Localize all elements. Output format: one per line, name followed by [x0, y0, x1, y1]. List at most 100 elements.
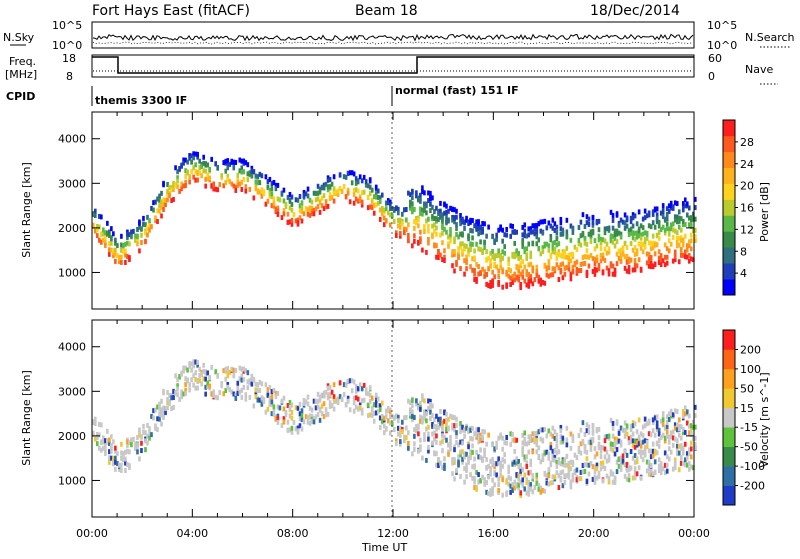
power-cell [427, 236, 430, 242]
velocity-cell [587, 439, 591, 445]
velocity-colorbar-frame [722, 329, 736, 506]
power-cell [204, 176, 207, 182]
power-cell [254, 173, 258, 179]
velocity-cell [298, 402, 302, 408]
power-cell [493, 274, 496, 280]
power-cell [473, 277, 476, 283]
velocity-cell [324, 389, 328, 395]
velocity-cell [429, 398, 432, 404]
velocity-colorbar-tick-label: -200 [740, 480, 765, 493]
velocity-cell [601, 460, 605, 466]
velocity-cell [332, 406, 336, 412]
power-cell [525, 255, 529, 261]
velocity-cell [417, 431, 420, 437]
power-cell [162, 207, 165, 213]
power-cell [399, 217, 402, 223]
power-cell [431, 232, 434, 238]
power-cell [591, 222, 595, 228]
power-cell [479, 270, 482, 276]
velocity-cell [198, 373, 201, 379]
power-ytick-label: 2000 [58, 222, 86, 235]
velocity-cell [669, 449, 673, 455]
power-cell [647, 240, 651, 246]
power-cell [455, 259, 458, 265]
velocity-cell [469, 427, 472, 433]
power-cell [531, 241, 535, 247]
velocity-cell [667, 411, 671, 417]
power-cell [643, 208, 647, 214]
power-cell [180, 163, 183, 169]
power-cell [633, 236, 637, 242]
velocity-cell [445, 426, 448, 432]
velocity-cell [655, 450, 659, 456]
velocity-cell [106, 428, 109, 434]
velocity-cell [551, 474, 555, 480]
power-cell [435, 225, 438, 231]
power-cell [268, 176, 272, 182]
power-cell [202, 168, 205, 174]
velocity-cell [539, 436, 543, 442]
power-cell [575, 247, 579, 253]
power-cell [643, 239, 647, 245]
power-cell [350, 180, 354, 186]
velocity-cell [521, 467, 525, 473]
velocity-cell [272, 411, 276, 417]
power-cell [130, 234, 133, 240]
velocity-cell [250, 381, 254, 387]
power-cell [334, 189, 338, 195]
power-cell [493, 238, 496, 244]
velocity-colorbar-swatch [723, 407, 735, 428]
velocity-cell [513, 479, 517, 485]
velocity-cell [447, 416, 450, 422]
x-axis-label: Time UT [361, 541, 407, 554]
power-cell [96, 223, 99, 229]
power-cell [427, 228, 430, 234]
velocity-cell [380, 413, 384, 419]
power-colorbar-swatch [723, 183, 735, 200]
power-cell [575, 259, 579, 265]
velocity-cell [184, 365, 187, 371]
velocity-cell [160, 398, 163, 404]
power-cell [364, 182, 368, 188]
power-cell [623, 254, 627, 260]
velocity-cell [397, 418, 400, 424]
power-cell [673, 249, 677, 255]
velocity-cell [529, 434, 533, 440]
power-cell [182, 157, 185, 163]
power-cell [192, 165, 195, 171]
power-cell [551, 245, 555, 251]
velocity-cell [621, 453, 625, 459]
velocity-cell [585, 456, 589, 462]
power-cell [122, 243, 125, 249]
power-cell [124, 259, 127, 265]
power-cell [457, 251, 460, 257]
velocity-cell [463, 479, 466, 485]
power-cell [581, 212, 585, 218]
velocity-cell [533, 485, 537, 491]
nsky-trace-line [92, 33, 694, 42]
power-cell [314, 197, 318, 203]
velocity-cell [547, 455, 551, 461]
velocity-cell [114, 455, 117, 461]
power-colorbar-tick-label: 24 [740, 158, 754, 171]
power-cell [194, 151, 197, 157]
velocity-cell [487, 491, 490, 497]
velocity-cell [635, 440, 639, 446]
power-cell [162, 182, 165, 188]
power-cell [529, 254, 533, 260]
power-cell [246, 171, 250, 177]
velocity-cell [110, 455, 113, 461]
velocity-cell [445, 437, 448, 443]
velocity-cell [204, 384, 207, 390]
velocity-cell [264, 409, 268, 415]
power-cell [242, 169, 246, 175]
power-cell [481, 266, 484, 272]
power-cell [146, 214, 149, 220]
velocity-cell [561, 469, 565, 475]
velocity-cell [565, 462, 569, 468]
velocity-cell [282, 395, 286, 401]
velocity-cell [326, 392, 330, 398]
power-cell [388, 212, 392, 218]
velocity-cell [625, 431, 629, 437]
cpid-segment-2: normal (fast) 151 IF [395, 84, 519, 97]
